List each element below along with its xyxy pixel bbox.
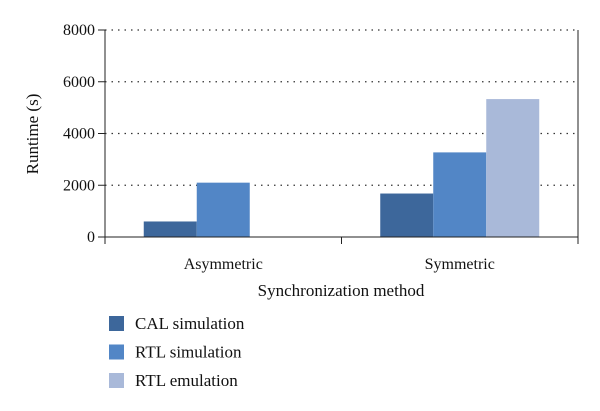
- axes: [98, 29, 579, 244]
- x-tick-label-asymmetric: Asymmetric: [184, 256, 263, 273]
- x-axis-title: Synchronization method: [258, 281, 425, 300]
- legend: CAL simulation RTL simulation RTL emulatio…: [109, 314, 245, 390]
- bar-symmetric-rtl-emulation: [486, 99, 540, 238]
- y-axis-title: Runtime (s): [23, 94, 42, 175]
- y-tick-labels: 0 2000 4000 6000 8000: [63, 22, 95, 246]
- x-tick-label-symmetric: Symmetric: [425, 256, 495, 273]
- x-tick-labels: Asymmetric Symmetric: [184, 256, 495, 273]
- y-tick-label-4000: 4000: [63, 126, 95, 143]
- legend-label-rtl-emulation: RTL emulation: [135, 371, 238, 390]
- legend-swatch-rtl-simulation: [109, 344, 124, 360]
- legend-swatch-rtl-emulation: [109, 373, 124, 388]
- bar-asymmetric-cal-simulation: [143, 221, 197, 237]
- bar-symmetric-cal-simulation: [380, 193, 434, 237]
- bars: [143, 99, 540, 238]
- y-tick-label-6000: 6000: [63, 74, 95, 91]
- bar-asymmetric-rtl-simulation: [196, 182, 250, 237]
- y-tick-label-2000: 2000: [63, 177, 95, 194]
- bar-symmetric-rtl-simulation: [433, 152, 487, 237]
- y-tick-label-8000: 8000: [63, 22, 95, 39]
- legend-swatch-cal-simulation: [109, 316, 124, 331]
- legend-label-cal-simulation: CAL simulation: [135, 314, 245, 333]
- y-tick-label-0: 0: [87, 229, 95, 246]
- grid-lines: [105, 29, 578, 186]
- legend-label-rtl-simulation: RTL simulation: [135, 343, 242, 362]
